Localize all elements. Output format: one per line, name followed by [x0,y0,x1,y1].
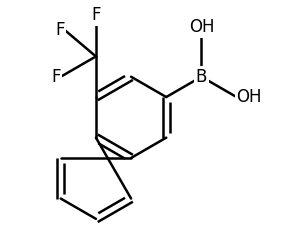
Text: F: F [51,68,61,86]
Text: F: F [55,21,65,39]
Text: OH: OH [189,18,214,36]
Text: OH: OH [237,88,262,106]
Text: B: B [196,68,207,86]
Text: F: F [91,6,101,24]
